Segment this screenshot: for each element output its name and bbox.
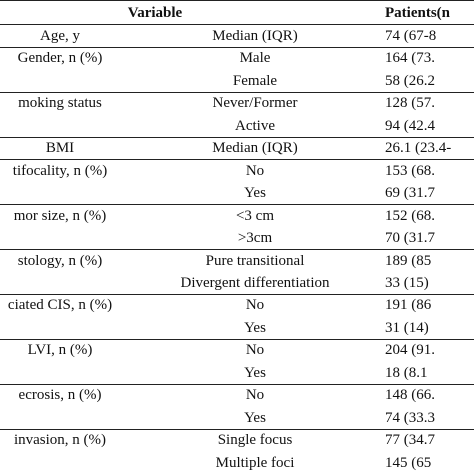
row-category: No [245, 162, 265, 179]
group-rule [0, 91, 474, 93]
row-category: Yes [244, 185, 266, 202]
group-rule [0, 136, 474, 138]
row-category: No [245, 342, 265, 359]
group-rule [0, 159, 474, 161]
row-category: No [245, 387, 265, 404]
row-category: No [245, 297, 265, 314]
row-value: 69 (31.7 [385, 185, 435, 202]
row-value: 33 (15) [385, 274, 429, 291]
row-variable [0, 70, 160, 92]
row-value: 74 (67-8 [385, 28, 437, 44]
row-variable: LVI, n (%) [27, 342, 93, 359]
group-rule [0, 46, 474, 48]
row-variable: Age, y [40, 28, 80, 44]
group-rule [0, 428, 474, 430]
row-category: Never/Former [212, 95, 298, 112]
row-variable: tifocality, n (%) [12, 162, 108, 179]
row-value: 77 (34.7 [385, 432, 435, 449]
row-category: Male [239, 50, 271, 67]
row-variable [0, 317, 160, 339]
row-variable: ecrosis, n (%) [18, 387, 102, 404]
group-rule [0, 383, 474, 385]
row-value: 26.1 (23.4- [385, 140, 452, 157]
row-value: 191 (86 [385, 297, 432, 314]
row-category: Multiple foci [215, 454, 295, 471]
row-value: 94 (42.4 [385, 117, 435, 134]
row-category: Female [232, 72, 278, 89]
row-value: 148 (66. [385, 387, 435, 404]
row-value: 189 (85 [385, 252, 432, 269]
row-category: Yes [244, 319, 266, 336]
row-value: 74 (33.3 [385, 409, 435, 426]
row-value: 152 (68. [385, 207, 435, 224]
group-rule [0, 338, 474, 340]
row-category: Active [235, 117, 275, 134]
row-category: <3 cm [235, 207, 275, 224]
row-variable: stology, n (%) [17, 252, 103, 269]
header-rule [0, 24, 474, 25]
row-variable [0, 452, 160, 474]
row-value: 164 (73. [385, 50, 435, 67]
row-value: 145 (65 [385, 454, 432, 471]
row-variable: invasion, n (%) [13, 432, 107, 449]
row-value: 128 (57. [385, 95, 435, 112]
row-variable [0, 182, 160, 204]
row-category: Single focus [217, 432, 293, 449]
header-patients: Patients(n [385, 5, 450, 21]
row-value: 58 (26.2 [385, 72, 435, 89]
group-rule [0, 204, 474, 206]
row-variable [0, 362, 160, 384]
row-variable [0, 272, 160, 294]
top-rule [0, 0, 474, 1]
row-category: Pure transitional [205, 252, 305, 269]
row-value: 70 (31.7 [385, 230, 435, 247]
row-category: Median (IQR) [212, 140, 298, 157]
group-rule [0, 249, 474, 250]
row-category: >3cm [237, 230, 273, 247]
row-category: Divergent differentiation [180, 274, 330, 291]
row-variable [0, 407, 160, 429]
row-value: 18 (8.1 [385, 364, 428, 381]
row-variable: Gender, n (%) [17, 50, 103, 67]
row-variable: ciated CIS, n (%) [7, 297, 113, 314]
row-variable [0, 227, 160, 249]
row-category: Yes [244, 409, 266, 426]
row-value: 204 (91. [385, 342, 435, 359]
row-variable: BMI [45, 140, 75, 157]
header-variable: Variable [127, 5, 183, 21]
row-category: Median (IQR) [212, 28, 298, 44]
row-variable: moking status [18, 95, 102, 112]
row-value: 31 (14) [385, 319, 429, 336]
row-variable: mor size, n (%) [13, 207, 107, 224]
row-category: Yes [244, 364, 266, 381]
group-rule [0, 293, 474, 295]
row-variable [0, 115, 160, 137]
row-value: 153 (68. [385, 162, 435, 179]
